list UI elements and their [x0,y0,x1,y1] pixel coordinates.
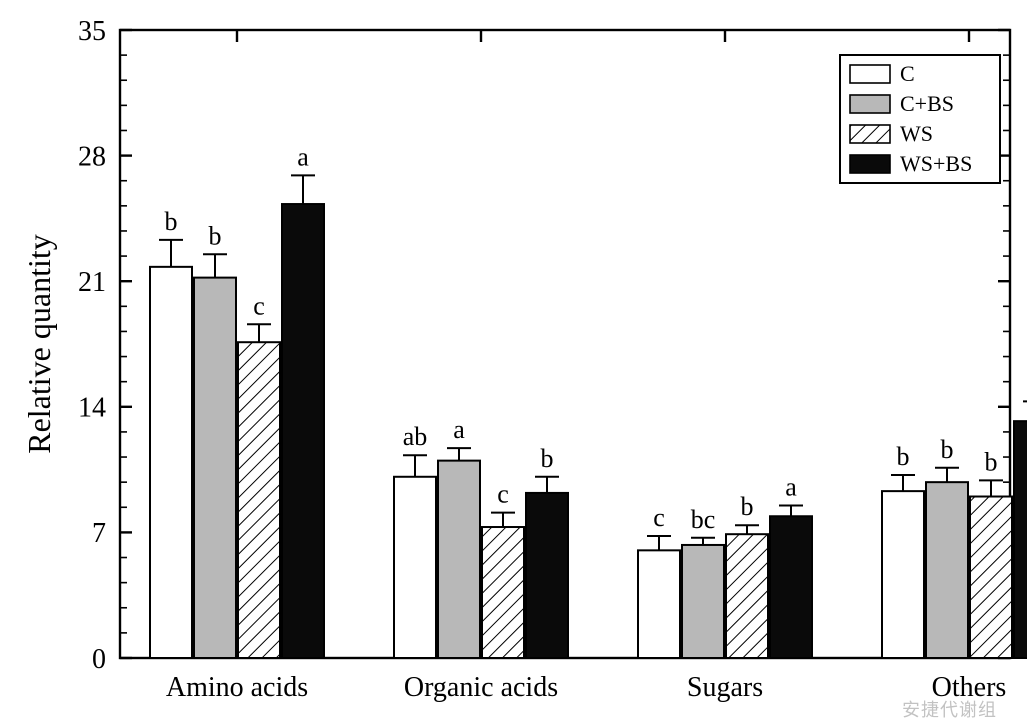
bar [726,534,768,658]
y-tick-label: 7 [92,518,106,549]
bar [926,482,968,658]
bar [194,278,236,658]
legend-swatch [850,125,890,143]
bar [394,477,436,658]
bar [970,497,1012,658]
legend-swatch [850,155,890,173]
y-tick-label: 0 [92,644,106,675]
bar [482,527,524,658]
bar-chart-svg: 0714212835Relative quantitybbcaAmino aci… [0,0,1027,728]
x-category-label: Others [932,672,1007,703]
legend-label: WS+BS [900,151,972,176]
legend-label: C [900,61,915,86]
legend-swatch [850,95,890,113]
legend-label: C+BS [900,91,954,116]
bar [882,491,924,658]
x-category-label: Sugars [687,672,763,703]
y-tick-label: 35 [78,16,106,47]
significance-label: a [297,142,309,171]
bar [438,461,480,658]
significance-label: b [209,221,222,250]
bar [238,342,280,658]
y-tick-label: 14 [78,393,106,424]
significance-label: b [985,447,998,476]
significance-label: c [253,291,265,320]
significance-label: c [497,480,509,509]
bar [638,550,680,658]
significance-label: b [941,435,954,464]
significance-label: bc [691,505,716,534]
x-category-label: Amino acids [166,672,308,703]
bar [282,204,324,658]
chart-container: 0714212835Relative quantitybbcaAmino aci… [0,0,1027,728]
significance-label: a [453,415,465,444]
legend-label: WS [900,121,933,146]
significance-label: c [653,503,665,532]
y-axis-label: Relative quantity [21,234,57,454]
significance-label: b [897,442,910,471]
bar [770,516,812,658]
significance-label: b [165,207,178,236]
significance-label: b [541,444,554,473]
significance-label: ab [403,422,428,451]
x-category-label: Organic acids [404,672,558,703]
bar [150,267,192,658]
significance-label: b [741,492,754,521]
y-tick-label: 28 [78,141,106,172]
significance-label: a [785,472,797,501]
legend-swatch [850,65,890,83]
y-tick-label: 21 [78,267,106,298]
bar [526,493,568,658]
bar [1014,421,1027,658]
bar [682,545,724,658]
